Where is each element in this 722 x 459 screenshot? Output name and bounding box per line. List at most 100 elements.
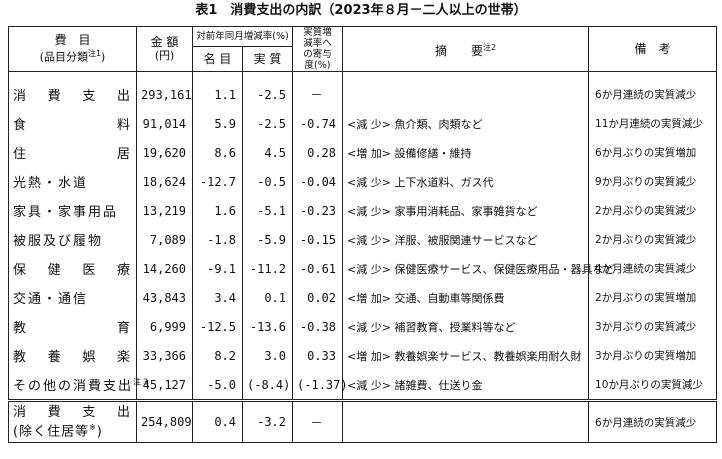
table-row: 家具・家事用品 13,219 1.6 -5.1 -0.23 <減 少> 家事用消耗品、家事… <box>8 196 718 225</box>
amount-cell: 33,366 <box>136 341 193 370</box>
table-row: 教育 6,999 -12.5 -13.6 -0.38 <減 少> 補習教育、授業料等など 3… <box>8 312 718 341</box>
summary-cell: <減 少> 補習教育、授業料等など <box>342 312 590 341</box>
real-cell: 3.0 <box>241 341 294 370</box>
category-cell: 交通・通信 <box>8 283 137 312</box>
header-item: 費 目 (品目分類注1) <box>8 26 137 72</box>
table-row: その他の消費支出注3 45,127 -5.0 (-8.4) (-1.37) <減 少> 諸… <box>8 370 718 401</box>
category-cell: 教育 <box>8 312 137 341</box>
header-item-note: 注1 <box>87 49 102 59</box>
table-row: 食料 91,014 5.9 -2.5 -0.74 <減 少> 魚介類、肉類など 11か月連続… <box>8 109 718 138</box>
nominal-cell: -5.0 <box>192 370 243 401</box>
category-cell: 消費支出 <box>8 71 137 109</box>
contribution-cell: -0.04 <box>292 167 344 196</box>
remark-cell: 2か月ぶりの実質減少 <box>588 196 718 225</box>
table-row: 光熱・水道 18,624 -12.7 -0.5 -0.04 <減 少> 上下水道料、ガス代… <box>8 167 718 196</box>
header-item-close: ) <box>101 50 106 64</box>
real-cell: -5.9 <box>241 225 294 254</box>
contribution-cell: -0.23 <box>292 196 344 225</box>
table-row: 教養娯楽 33,366 8.2 3.0 0.33 <増 加> 教養娯楽サービス、教養娯楽用… <box>8 341 718 370</box>
category-name: その他の消費支出 <box>13 379 134 394</box>
remark-cell: 11か月連続の実質減少 <box>588 109 718 138</box>
nominal-cell: -12.5 <box>192 312 243 341</box>
amount-cell: 13,219 <box>136 196 193 225</box>
nominal-cell: -1.8 <box>192 225 243 254</box>
real-cell: -5.1 <box>241 196 294 225</box>
category-name: 光熱・水道 <box>13 176 89 191</box>
header-amount-label: 金 額 <box>150 35 179 49</box>
category-name: 交通・通信 <box>13 292 89 307</box>
remark-cell: 10か月ぶりの実質減少 <box>588 370 718 401</box>
header-yoy: 対前年同月増減率(%) <box>191 25 294 48</box>
table-row: 消費支出 293,161 1.1 -2.5 － 6か月連続の実質減少 <box>8 71 718 109</box>
amount-cell: 7,089 <box>136 225 193 254</box>
category-sub-note: ※ <box>89 422 97 432</box>
category-name: 消費支出 <box>13 404 132 420</box>
table-row-excluding-housing: 消費支出 (除く住居等※) 254,809 0.4 -3.2 － 6か月連続の実質減少 <box>8 399 718 443</box>
header-amount: 金 額 (円) <box>136 26 193 72</box>
remark-cell: 3か月ぶりの実質増加 <box>588 341 718 370</box>
real-cell: -3.2 <box>241 399 294 443</box>
amount-cell: 19,620 <box>136 138 193 167</box>
header-real: 実 質 <box>241 46 294 72</box>
header-contribution: 実質増減率への寄与度(%) <box>292 26 344 72</box>
category-cell: 消費支出 (除く住居等※) <box>8 399 137 443</box>
summary-cell: <減 少> 保健医療サービス、保健医療用品・器具など <box>342 254 614 283</box>
category-cell: 保健医療 <box>8 254 137 283</box>
remark-cell: 2か月ぶりの実質増加 <box>588 283 718 312</box>
table-row: 交通・通信 43,843 3.4 0.1 0.02 <増 加> 交通、自動車等関係費 2か月… <box>8 283 718 312</box>
table-row: 住居 19,620 8.6 4.5 0.28 <増 加> 設備修繕・維持 6か月ぶりの実質増… <box>8 138 718 167</box>
remark-cell: 2か月ぶりの実質減少 <box>588 225 718 254</box>
expenditure-table-container: 費 目 (品目分類注1) 金 額 (円) 対前年同月増減率(%) 実質増減率への… <box>8 25 718 443</box>
table-body: 消費支出 293,161 1.1 -2.5 － 6か月連続の実質減少食料 91,014 5.9… <box>8 71 718 443</box>
summary-cell: <減 少> 魚介類、肉類など <box>342 109 590 138</box>
summary-cell <box>342 71 590 109</box>
amount-cell: 91,014 <box>136 109 193 138</box>
contribution-cell: 0.02 <box>292 283 344 312</box>
table-title: 表1 消費支出の内訳（2023年８月－二人以上の世帯） <box>195 3 527 18</box>
contribution-cell: -0.38 <box>292 312 344 341</box>
header-nominal: 名 目 <box>192 46 243 72</box>
amount-cell: 6,999 <box>136 312 193 341</box>
contribution-cell: － <box>292 399 344 443</box>
amount-cell: 14,260 <box>136 254 193 283</box>
summary-cell <box>342 399 590 443</box>
remark-cell: 6か月ぶりの実質増加 <box>588 138 718 167</box>
nominal-cell: -9.1 <box>192 254 243 283</box>
nominal-cell: 8.2 <box>192 341 243 370</box>
nominal-cell: 3.4 <box>192 283 243 312</box>
summary-cell: <減 少> 洋服、被服関連サービスなど <box>342 225 590 254</box>
contribution-cell: -0.61 <box>292 254 344 283</box>
header-item-sub: (品目分類 <box>39 50 88 64</box>
nominal-cell: 1.6 <box>192 196 243 225</box>
category-name: 住居 <box>13 147 132 162</box>
nominal-cell: 8.6 <box>192 138 243 167</box>
remark-cell: 6か月連続の実質減少 <box>588 399 718 443</box>
header-summary-label: 摘 要 <box>434 43 483 58</box>
contribution-cell: 0.33 <box>292 341 344 370</box>
expenditure-table: 費 目 (品目分類注1) 金 額 (円) 対前年同月増減率(%) 実質増減率への… <box>8 25 718 443</box>
table-row: 被服及び履物 7,089 -1.8 -5.9 -0.15 <減 少> 洋服、被服関連サービ… <box>8 225 718 254</box>
summary-cell: <増 加> 設備修繕・維持 <box>342 138 590 167</box>
summary-cell: <増 加> 教養娯楽サービス、教養娯楽用耐久財 <box>342 341 590 370</box>
real-cell: -0.5 <box>241 167 294 196</box>
contribution-cell: 0.28 <box>292 138 344 167</box>
header-item-label: 費 目 <box>54 33 91 48</box>
category-cell: 家具・家事用品 <box>8 196 137 225</box>
real-cell: -2.5 <box>241 71 294 109</box>
summary-cell: <減 少> 家事用消耗品、家事雑貨など <box>342 196 590 225</box>
category-note: 注3 <box>133 377 151 387</box>
category-cell: 被服及び履物 <box>8 225 137 254</box>
nominal-cell: 5.9 <box>192 109 243 138</box>
table-row: 保健医療 14,260 -9.1 -11.2 -0.61 <減 少> 保健医療サービス、保… <box>8 254 718 283</box>
real-cell: 4.5 <box>241 138 294 167</box>
remark-cell: 3か月ぶりの実質減少 <box>588 312 718 341</box>
category-name: 消費支出 <box>13 89 132 104</box>
category-name: 教育 <box>13 321 132 336</box>
real-cell: -2.5 <box>241 109 294 138</box>
real-cell: -11.2 <box>241 254 294 283</box>
category-cell: 住居 <box>8 138 137 167</box>
contribution-cell: -0.74 <box>292 109 344 138</box>
category-sub-close: ) <box>96 424 103 440</box>
category-cell: 教養娯楽 <box>8 341 137 370</box>
remark-cell: 9か月ぶりの実質減少 <box>588 167 718 196</box>
